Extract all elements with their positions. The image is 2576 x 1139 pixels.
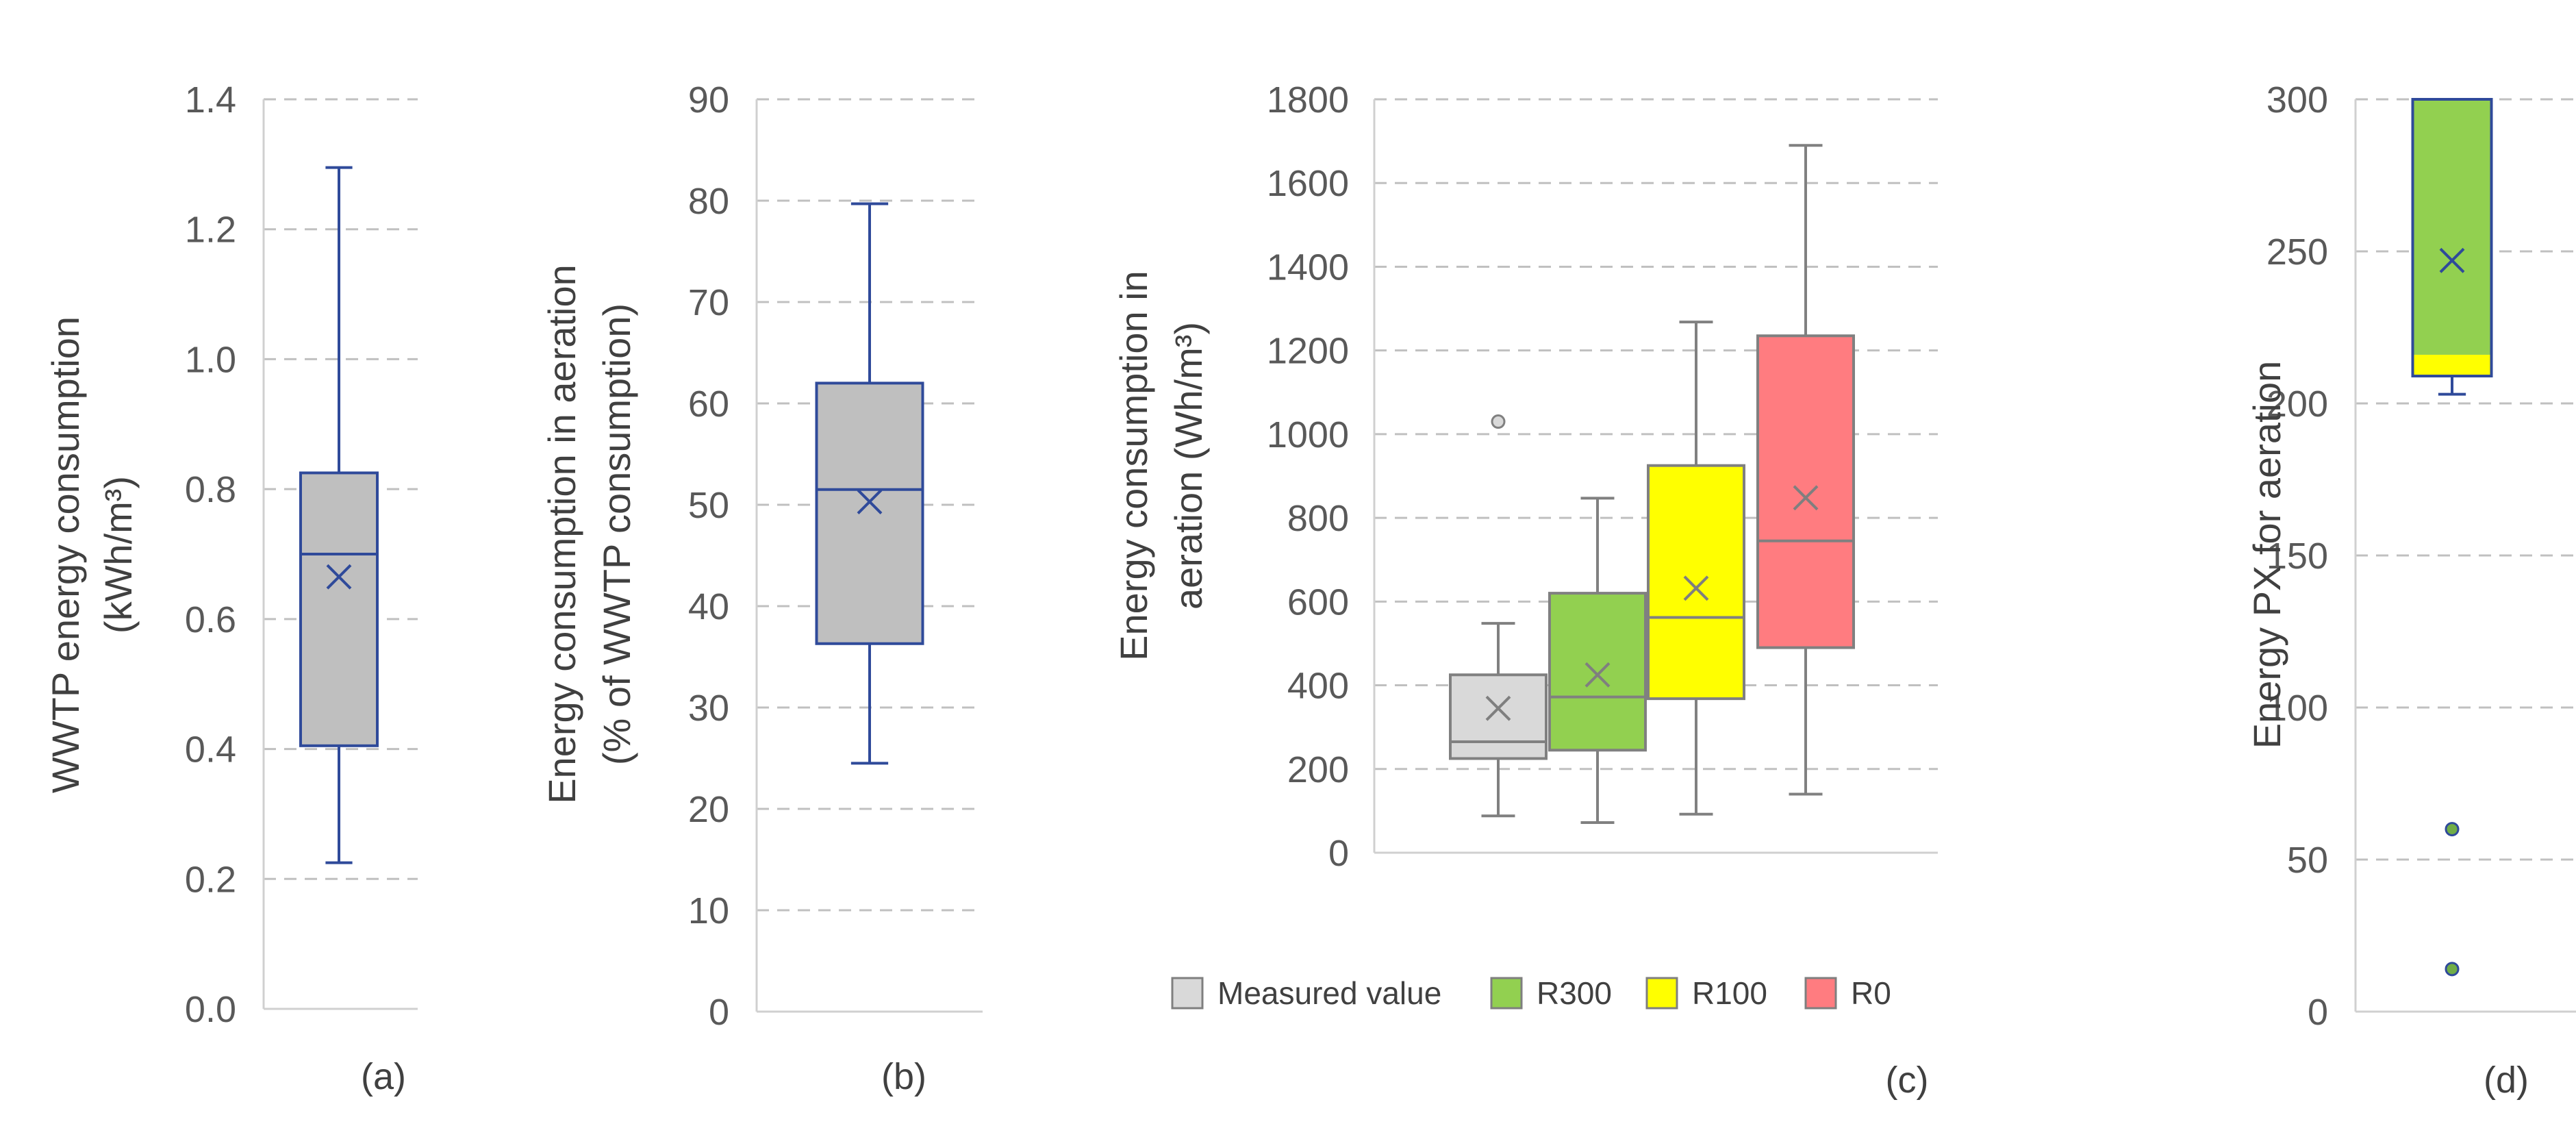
- box-plot: [299, 166, 379, 864]
- box-body: [1647, 464, 1745, 701]
- y-tick-label: 60: [688, 384, 729, 425]
- y-tick-label: 0.2: [185, 859, 236, 900]
- y-tick-label: 300: [2266, 79, 2328, 121]
- box-plot: [2411, 98, 2493, 977]
- y-tick-label: 0.0: [185, 989, 236, 1030]
- legend-swatch: [1171, 977, 1204, 1010]
- panel-label: (b): [881, 1056, 926, 1097]
- chart-panel-a: 0.0 0.2 0.4 0.6 0.8 1.0 1.2 1.4 WWTP energy cons…: [44, 79, 418, 1097]
- box-outline: [2411, 98, 2493, 378]
- y-tick-label: 20: [688, 789, 729, 830]
- mean-marker: [857, 489, 883, 514]
- mean-marker: [1584, 662, 1611, 688]
- y-axis-unit: (kWh/m³): [97, 476, 140, 634]
- legend-swatch: [1804, 977, 1837, 1010]
- box-plot: [1647, 321, 1745, 816]
- box-plot: [1449, 414, 1548, 818]
- y-tick-label: 0.6: [185, 599, 236, 640]
- y-tick-label: 0: [709, 992, 729, 1033]
- box-plot: [1756, 144, 1855, 796]
- y-tick-label: 150: [2266, 536, 2328, 577]
- panel-label: (c): [1886, 1060, 1929, 1101]
- legend: Measured value R300 R100 R0: [1171, 975, 1891, 1011]
- y-tick-label: 100: [2266, 688, 2328, 729]
- box-body: [1449, 673, 1548, 760]
- y-tick-label: 50: [2287, 840, 2328, 881]
- y-tick-label: 40: [688, 586, 729, 627]
- y-tick-label: 70: [688, 282, 729, 323]
- y-tick-label: 30: [688, 688, 729, 729]
- legend-label: R100: [1692, 975, 1767, 1011]
- chart-panel-c: 0 200 400 600 800 1000 1200 1400 1600 1800 Energy …: [1112, 79, 1938, 1101]
- mean-marker: [1683, 575, 1709, 601]
- chart-panel-b: 0 10 20 30 40 50 60 70 80 90 Energy consumption in…: [540, 79, 983, 1097]
- y-axis-title: Energy consumption in: [1112, 271, 1155, 661]
- y-axis-unit: aeration (Wh/m³): [1167, 322, 1210, 610]
- box-body: [815, 381, 924, 645]
- y-tick-label: 1.0: [185, 339, 236, 380]
- y-tick-label: 80: [688, 181, 729, 222]
- mean-marker: [2439, 247, 2465, 273]
- y-tick-label: 1200: [1267, 331, 1349, 372]
- y-tick-label: 90: [688, 79, 729, 121]
- y-axis-title: Energy consumption in aeration: [540, 264, 583, 804]
- y-tick-label: 800: [1287, 498, 1349, 539]
- y-tick-label: 1.4: [185, 79, 236, 121]
- y-tick-label: 1000: [1267, 414, 1349, 455]
- y-tick-label: 200: [1287, 749, 1349, 790]
- y-tick-label: 400: [1287, 666, 1349, 707]
- box-body: [1756, 334, 1855, 649]
- y-tick-label: 1.2: [185, 210, 236, 251]
- legend-swatch: [1645, 977, 1678, 1010]
- y-tick-label: 0: [2308, 992, 2328, 1033]
- mean-marker: [1485, 695, 1511, 721]
- y-tick-label: 0.8: [185, 469, 236, 510]
- panel-label: (d): [2484, 1060, 2529, 1101]
- legend-label: R0: [1851, 975, 1891, 1011]
- y-tick-label: 0.4: [185, 729, 236, 771]
- y-tick-label: 250: [2266, 231, 2328, 273]
- chart-panel-d: 0 50 100 150 200 250 300 Energy PX for aeration…: [2245, 79, 2576, 1101]
- legend-swatch: [1490, 977, 1523, 1010]
- box-plot: [1548, 497, 1647, 824]
- y-tick-label: 200: [2266, 384, 2328, 425]
- outlier-point: [1491, 414, 1506, 429]
- y-axis-title: Energy PX for aeration: [2245, 361, 2288, 749]
- outlier-point: [2445, 962, 2460, 977]
- legend-label: R300: [1537, 975, 1612, 1011]
- y-axis-title: WWTP energy consumption: [44, 316, 87, 793]
- y-tick-label: 10: [688, 890, 729, 931]
- y-tick-label: 1400: [1267, 247, 1349, 288]
- box-plot: [815, 202, 924, 765]
- y-tick-label: 600: [1287, 581, 1349, 623]
- mean-marker: [326, 564, 352, 590]
- y-tick-label: 50: [688, 485, 729, 526]
- legend-label: Measured value: [1217, 975, 1441, 1011]
- y-axis-unit: (% of WWTP consumption): [595, 303, 638, 765]
- y-tick-label: 0: [1328, 833, 1349, 874]
- outlier-point: [2445, 822, 2460, 837]
- y-tick-label: 1600: [1267, 163, 1349, 204]
- box-lower-half: [2412, 354, 2492, 377]
- panel-label: (a): [361, 1056, 406, 1097]
- box-body: [1548, 592, 1647, 752]
- y-tick-label: 1800: [1267, 79, 1349, 121]
- box-body: [299, 471, 379, 747]
- mean-marker: [1793, 485, 1819, 511]
- box-upper-half: [2412, 99, 2492, 355]
